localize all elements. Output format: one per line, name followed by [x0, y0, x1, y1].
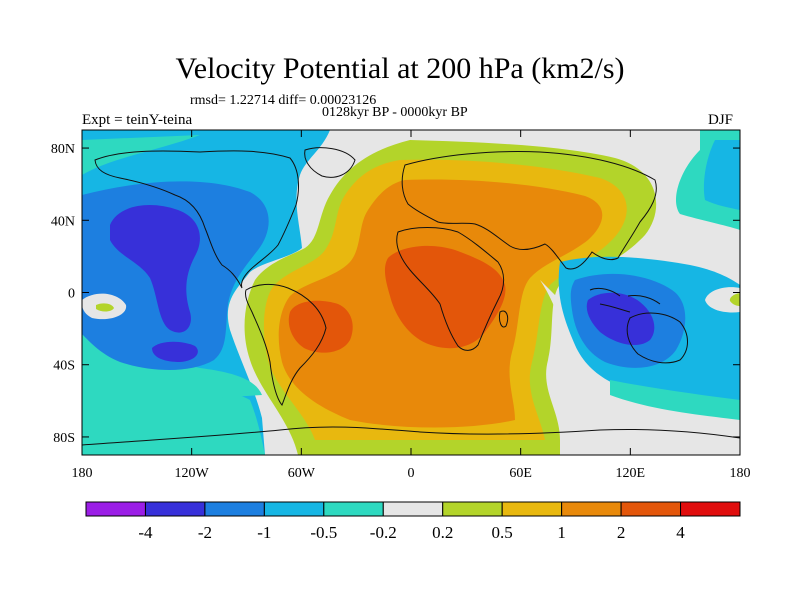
coast-north-america	[94, 150, 299, 289]
contour-maritime-core	[586, 292, 655, 346]
x-axis-labels: 180 120W 60W 0 60E 120E 180	[72, 466, 751, 481]
x-tick-label: 60W	[288, 466, 316, 481]
y-tick-label: 40N	[51, 214, 75, 229]
colorbar-swatch	[680, 501, 741, 517]
contour-west-teal-left	[82, 135, 200, 175]
colorbar-swatch	[204, 501, 265, 517]
contour-field	[82, 130, 740, 455]
colorbar-labels: -4 -2 -1 -0.5 -0.2 0.2 0.5 1 2 4	[138, 523, 685, 542]
axis-ticks	[81, 130, 741, 455]
colorbar-label: -0.5	[310, 523, 337, 542]
coast-south-america	[245, 283, 327, 406]
contour-ne-cyan	[703, 140, 740, 210]
colorbar-label: -4	[138, 523, 153, 542]
colorbar-swatch	[501, 501, 563, 517]
contour-samerica-core	[288, 300, 353, 353]
contour-east-edge-hole	[705, 287, 740, 313]
coast-eurasia	[401, 151, 657, 270]
x-tick-label: 120W	[175, 466, 210, 481]
x-tick-label: 180	[72, 466, 93, 481]
y-tick-label: 80S	[53, 431, 75, 446]
colorbar-label: -0.2	[370, 523, 397, 542]
colorbar-swatch	[263, 501, 325, 517]
x-tick-label: 180	[730, 466, 751, 481]
colorbar-swatch	[85, 501, 146, 517]
coast-africa	[396, 227, 505, 351]
contour-africa-core	[384, 245, 506, 349]
y-tick-label: 40S	[53, 359, 75, 374]
contour-east-edge-hole-inner	[729, 293, 740, 306]
stats-line: rmsd= 1.22714 diff= 0.00023126	[190, 93, 377, 108]
y-axis-labels: 80N 40N 0 40S 80S	[51, 142, 75, 446]
colorbar-swatch	[561, 501, 622, 517]
colorbar-label: -1	[257, 523, 271, 542]
contour-east-teal-band	[610, 380, 740, 420]
colorbar-swatch	[620, 501, 682, 517]
coast-madagascar	[499, 310, 509, 328]
colorbar-label: 0.5	[492, 523, 513, 542]
colorbar-swatch	[442, 501, 503, 517]
colorbar-label: -2	[198, 523, 212, 542]
coast-antarctica	[82, 426, 740, 446]
contour-tropical-hole-inner	[96, 303, 114, 312]
x-tick-label: 0	[408, 466, 415, 481]
coast-australia	[626, 312, 688, 364]
contour-npac-core	[110, 205, 200, 333]
experiment-label: Expt = teinY-teina	[82, 112, 193, 128]
colorbar-label: 4	[676, 523, 685, 542]
coast-greenland	[304, 147, 356, 178]
x-tick-label: 120E	[616, 466, 646, 481]
contour-west-teal-lower	[82, 388, 265, 455]
colorbar-label: 0.2	[432, 523, 453, 542]
period-line: 0128kyr BP - 0000kyr BP	[322, 105, 468, 120]
colorbar	[85, 501, 741, 517]
x-tick-label: 60E	[509, 466, 532, 481]
y-tick-label: 80N	[51, 142, 75, 157]
coastlines	[82, 147, 740, 446]
colorbar-swatch	[323, 501, 384, 517]
colorbar-label: 2	[617, 523, 626, 542]
y-tick-label: 0	[68, 287, 75, 302]
map-title: Velocity Potential at 200 hPa (km2/s)	[175, 52, 625, 85]
contour-spac-core	[152, 341, 198, 362]
colorbar-swatch	[382, 501, 444, 517]
colorbar-label: 1	[557, 523, 566, 542]
colorbar-swatch	[144, 501, 206, 517]
coast-indonesia	[589, 287, 661, 313]
season-label: DJF	[708, 112, 734, 128]
